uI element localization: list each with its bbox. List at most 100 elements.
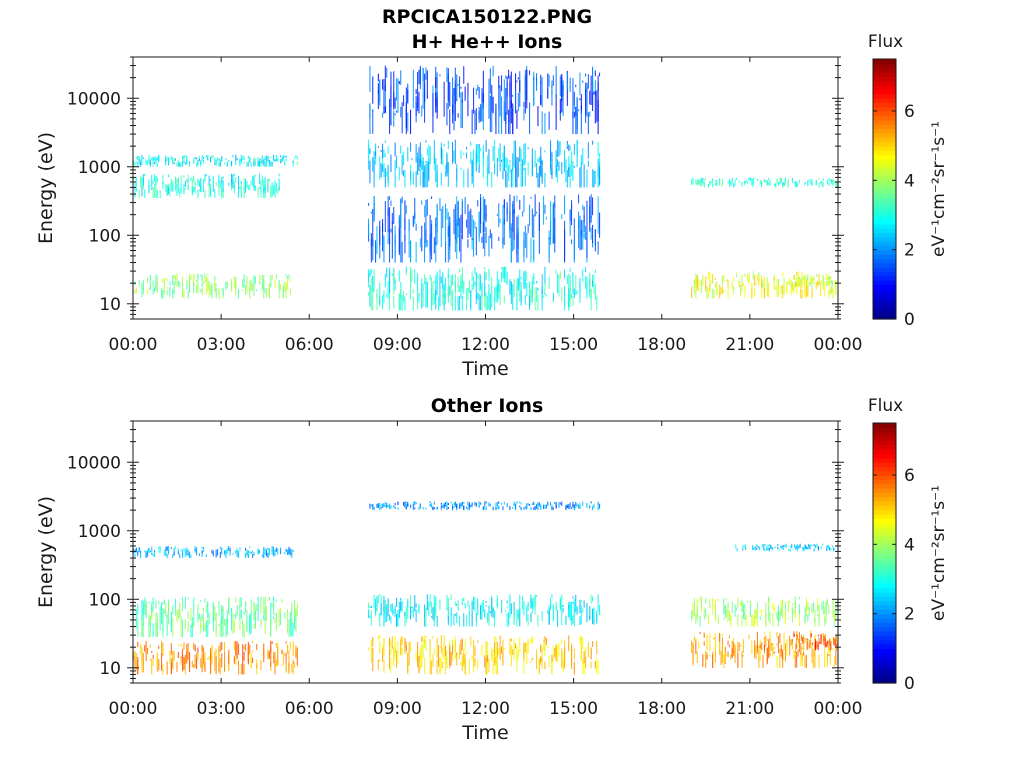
colorbar-swatch bbox=[873, 453, 896, 459]
colorbar-swatch bbox=[873, 570, 896, 576]
colorbar-swatch bbox=[873, 141, 896, 147]
colorbar-swatch bbox=[873, 167, 896, 173]
colorbar-tick-label: 6 bbox=[904, 466, 915, 486]
colorbar-swatch bbox=[873, 80, 896, 86]
colorbar-swatch bbox=[873, 544, 896, 550]
x-tick-label: 00:00 bbox=[109, 699, 158, 719]
colorbar-swatch bbox=[873, 254, 896, 259]
colorbar-swatch bbox=[873, 102, 896, 108]
colorbar-swatch bbox=[873, 444, 896, 450]
colorbar-swatch bbox=[873, 241, 896, 246]
colorbar-swatch bbox=[873, 111, 896, 116]
flux-block bbox=[735, 543, 839, 552]
heatmap-area bbox=[133, 501, 839, 675]
colorbar-tick-label: 4 bbox=[904, 171, 915, 191]
y-axis-label: Energy (eV) bbox=[35, 132, 57, 244]
panel-1-title: H+ He++ Ions bbox=[411, 31, 563, 53]
x-tick-label: 21:00 bbox=[725, 335, 774, 355]
colorbar-units-label: eV⁻¹cm⁻²sr⁻¹s⁻¹ bbox=[929, 121, 949, 257]
colorbar-swatch bbox=[873, 297, 896, 303]
colorbar-swatch bbox=[873, 639, 896, 645]
x-tick-label: 12:00 bbox=[461, 699, 510, 719]
colorbar-swatch bbox=[873, 475, 896, 480]
flux-block bbox=[369, 501, 601, 511]
colorbar-frame bbox=[872, 422, 897, 684]
figure-title: RPCICA150122.PNG bbox=[381, 6, 593, 28]
colorbar-swatch bbox=[873, 462, 896, 467]
colorbar-swatch bbox=[873, 566, 896, 571]
colorbar-swatch bbox=[873, 592, 896, 597]
colorbar-swatch bbox=[873, 479, 896, 485]
colorbar-swatch bbox=[873, 531, 896, 537]
colorbar-swatch bbox=[873, 509, 896, 515]
colorbar-swatch bbox=[873, 449, 896, 454]
colorbar-swatch bbox=[873, 232, 896, 238]
colorbar-swatch bbox=[873, 505, 896, 511]
colorbar-swatch bbox=[873, 176, 896, 181]
colorbar-swatch bbox=[873, 561, 896, 567]
x-tick-label: 21:00 bbox=[725, 699, 774, 719]
colorbar-swatch bbox=[873, 284, 896, 290]
colorbar-swatch bbox=[873, 271, 896, 277]
y-tick-label: 10 bbox=[99, 295, 121, 315]
colorbar-swatch bbox=[873, 223, 896, 229]
colorbar-swatch bbox=[873, 440, 896, 446]
colorbar-swatch bbox=[873, 202, 896, 207]
colorbar-swatch bbox=[873, 150, 896, 155]
colorbar-tick-label: 2 bbox=[904, 241, 915, 261]
colorbar-swatch bbox=[873, 180, 896, 186]
x-tick-label: 00:00 bbox=[814, 335, 863, 355]
colorbar-swatch bbox=[873, 306, 896, 311]
colorbar-swatch bbox=[873, 262, 896, 268]
colorbar: 0 2 4 6 Flux eV⁻¹cm⁻²sr⁻¹s⁻¹ bbox=[868, 32, 949, 330]
colorbar-swatch bbox=[873, 119, 896, 125]
colorbar-swatch bbox=[873, 657, 896, 662]
colorbar-units-label: eV⁻¹cm⁻²sr⁻¹s⁻¹ bbox=[929, 485, 949, 621]
colorbar-swatch bbox=[873, 605, 896, 610]
flux-block bbox=[691, 630, 838, 668]
colorbar-swatch bbox=[873, 622, 896, 628]
flux-block bbox=[368, 139, 601, 188]
colorbar-swatch bbox=[873, 514, 896, 519]
flux-block bbox=[133, 173, 280, 199]
panel-1: 00:00 03:00 06:00 09:00 12:00 15:00 18:00 21:00… bbox=[35, 32, 949, 380]
colorbar-swatch bbox=[873, 158, 896, 164]
x-tick-label: 09:00 bbox=[373, 699, 422, 719]
colorbar-swatch bbox=[873, 115, 896, 121]
colorbar-swatch bbox=[873, 535, 896, 541]
flux-block bbox=[133, 154, 298, 167]
colorbar-tick-label: 0 bbox=[904, 310, 915, 330]
y-tick-label: 100 bbox=[89, 226, 121, 246]
colorbar-swatch bbox=[873, 553, 896, 558]
flux-block bbox=[133, 640, 298, 675]
colorbar-swatch bbox=[873, 145, 896, 151]
colorbar-swatch bbox=[873, 501, 896, 506]
y-tick-label: 10000 bbox=[67, 89, 121, 109]
colorbar-swatch bbox=[873, 206, 896, 212]
x-tick-label: 06:00 bbox=[285, 699, 334, 719]
colorbar-swatch bbox=[873, 301, 896, 307]
x-axis: 00:00 03:00 06:00 09:00 12:00 15:00 18:00 21:00… bbox=[109, 57, 863, 380]
x-tick-label: 00:00 bbox=[814, 699, 863, 719]
colorbar-swatch bbox=[873, 128, 896, 134]
colorbar-swatch bbox=[873, 466, 896, 472]
colorbar-swatch bbox=[873, 436, 896, 441]
colorbar-swatch bbox=[873, 596, 896, 602]
colorbar-swatch bbox=[873, 210, 896, 216]
flux-block bbox=[691, 271, 837, 299]
panel-2: 00:00 03:00 06:00 09:00 12:00 15:00 18:00 21:00… bbox=[35, 396, 949, 744]
colorbar-swatch bbox=[873, 609, 896, 615]
x-tick-label: 03:00 bbox=[197, 699, 246, 719]
colorbar-swatch bbox=[873, 548, 896, 554]
colorbar-swatch bbox=[873, 579, 896, 584]
colorbar-tick-label: 2 bbox=[904, 605, 915, 625]
colorbar-title: Flux bbox=[868, 32, 903, 52]
y-tick-label: 1000 bbox=[78, 522, 121, 542]
colorbar-swatch bbox=[873, 293, 896, 298]
colorbar-swatch bbox=[873, 518, 896, 524]
colorbar-swatch bbox=[873, 171, 896, 177]
colorbar-swatch bbox=[873, 89, 896, 95]
colorbar-swatch bbox=[873, 600, 896, 606]
colorbar-swatch bbox=[873, 132, 896, 138]
x-tick-label: 15:00 bbox=[549, 335, 598, 355]
